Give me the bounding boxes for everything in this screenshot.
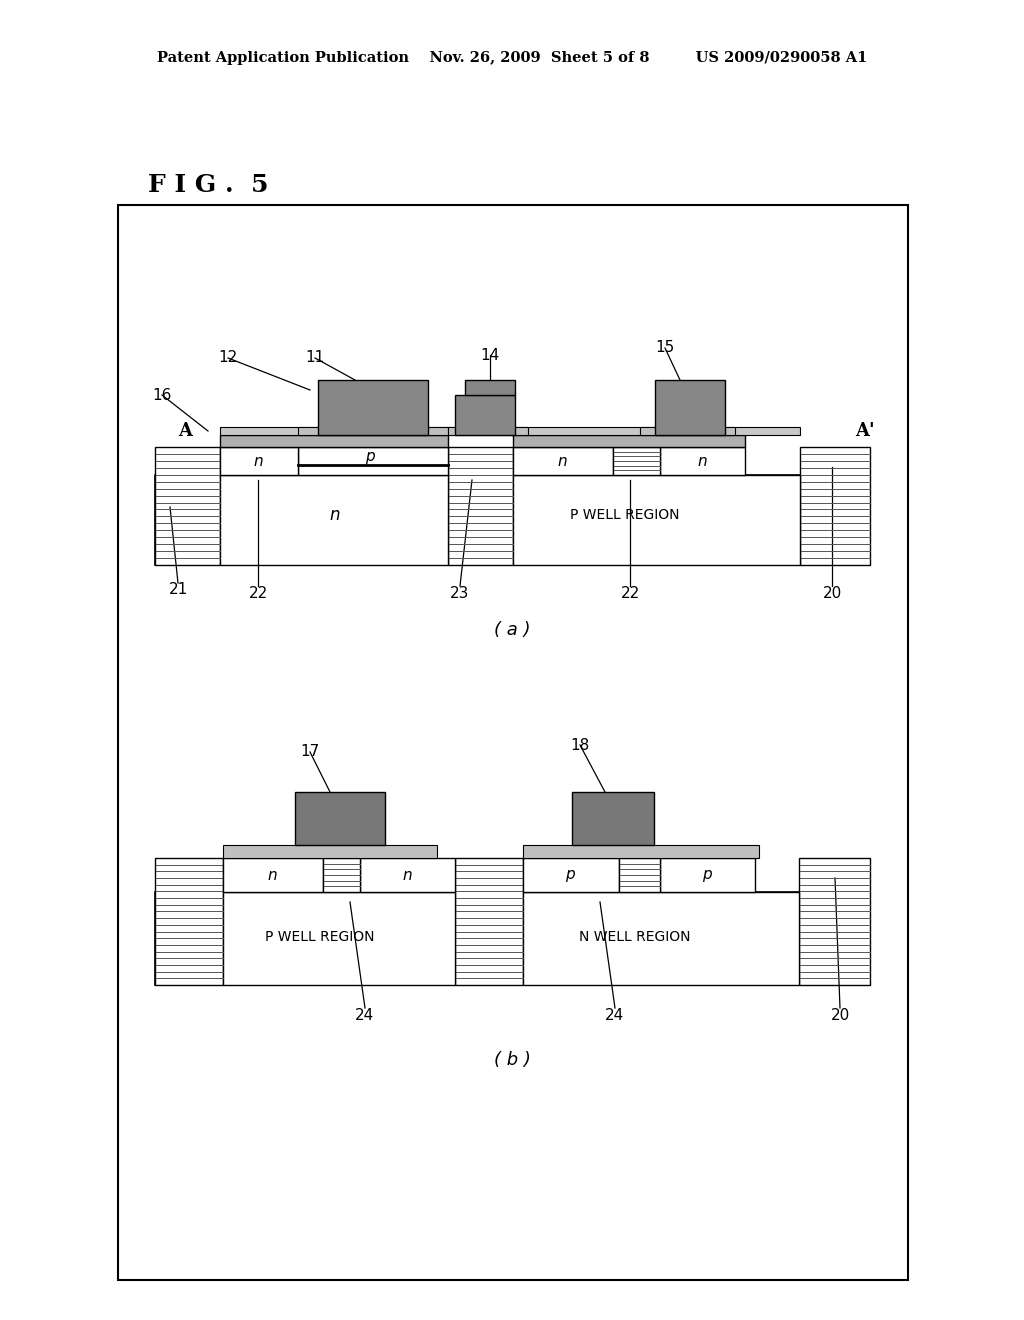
Bar xyxy=(660,858,755,892)
Bar xyxy=(223,858,323,892)
Text: 24: 24 xyxy=(605,1007,625,1023)
Text: n: n xyxy=(330,506,340,524)
Bar xyxy=(449,426,528,436)
Text: n: n xyxy=(267,867,276,883)
Bar xyxy=(513,436,745,447)
Text: p: p xyxy=(565,867,574,883)
Bar xyxy=(118,205,908,1280)
Bar xyxy=(223,892,455,985)
Bar xyxy=(155,892,870,985)
Bar xyxy=(298,447,449,475)
Text: 11: 11 xyxy=(305,351,325,366)
Bar xyxy=(455,858,523,985)
Bar xyxy=(155,475,870,565)
Text: 16: 16 xyxy=(153,388,172,403)
Text: 21: 21 xyxy=(168,582,187,598)
Bar xyxy=(295,792,385,845)
Text: 24: 24 xyxy=(355,1007,375,1023)
Text: Patent Application Publication    Nov. 26, 2009  Sheet 5 of 8         US 2009/02: Patent Application Publication Nov. 26, … xyxy=(157,51,867,65)
Bar xyxy=(220,475,449,565)
Bar xyxy=(323,858,360,892)
Bar xyxy=(223,845,437,858)
Bar xyxy=(800,447,870,565)
Bar xyxy=(155,447,220,565)
Bar xyxy=(220,436,449,447)
Bar xyxy=(655,380,725,436)
Bar xyxy=(465,380,515,395)
Bar xyxy=(513,447,613,475)
Text: P WELL REGION: P WELL REGION xyxy=(265,931,375,944)
Bar xyxy=(360,858,455,892)
Text: N WELL REGION: N WELL REGION xyxy=(580,931,691,944)
Text: ( a ): ( a ) xyxy=(494,620,530,639)
Bar xyxy=(220,426,800,436)
Text: 22: 22 xyxy=(249,586,267,601)
Bar xyxy=(455,395,515,436)
Text: 23: 23 xyxy=(451,586,470,601)
Text: F I G .  5: F I G . 5 xyxy=(148,173,268,197)
Bar xyxy=(618,858,660,892)
Bar xyxy=(155,858,223,985)
Bar xyxy=(660,447,745,475)
Text: n: n xyxy=(697,454,707,469)
Text: 17: 17 xyxy=(300,744,319,759)
Text: 20: 20 xyxy=(830,1007,850,1023)
Bar xyxy=(799,858,870,985)
Text: ( b ): ( b ) xyxy=(494,1051,530,1069)
Text: P WELL REGION: P WELL REGION xyxy=(570,508,680,521)
Bar xyxy=(513,475,800,565)
Bar xyxy=(613,447,660,475)
Text: 15: 15 xyxy=(655,341,675,355)
Bar xyxy=(318,380,428,436)
Text: A: A xyxy=(178,422,193,440)
Bar xyxy=(572,792,654,845)
Bar xyxy=(640,426,735,436)
Bar xyxy=(523,892,799,985)
Bar xyxy=(449,447,513,565)
Bar xyxy=(220,447,298,475)
Text: 18: 18 xyxy=(570,738,590,752)
Bar xyxy=(523,845,759,858)
Text: 12: 12 xyxy=(218,351,238,366)
Text: 20: 20 xyxy=(822,586,842,601)
Text: n: n xyxy=(557,454,567,469)
Bar xyxy=(298,426,449,436)
Text: 22: 22 xyxy=(621,586,640,601)
Text: n: n xyxy=(253,454,263,469)
Text: n: n xyxy=(402,867,412,883)
Text: p: p xyxy=(702,867,712,883)
Text: 14: 14 xyxy=(480,347,500,363)
Text: A': A' xyxy=(855,422,874,440)
Text: p: p xyxy=(366,450,375,465)
Bar xyxy=(523,858,618,892)
